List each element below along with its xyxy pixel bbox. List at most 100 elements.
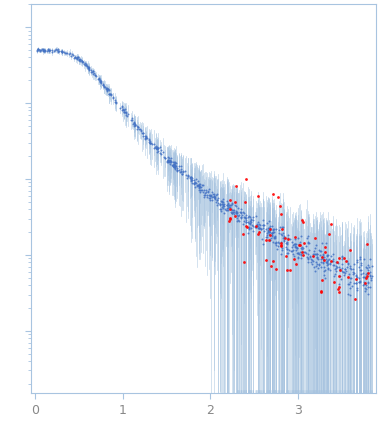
Point (129, 117, 135, 124)
Point (295, 249, 301, 256)
Point (40, 45, 46, 52)
Point (213, 198, 219, 205)
Point (253, 222, 260, 229)
Point (269, 229, 275, 236)
Point (180, 169, 187, 176)
Point (255, 192, 261, 199)
Point (271, 234, 277, 241)
Point (218, 197, 224, 204)
Point (270, 227, 276, 234)
Point (266, 230, 272, 237)
Point (360, 281, 366, 288)
Point (314, 261, 320, 268)
Point (62, 49, 68, 56)
Point (295, 250, 301, 257)
Point (296, 250, 302, 257)
Point (188, 173, 194, 180)
Point (232, 198, 238, 205)
Point (47, 47, 53, 54)
Point (132, 121, 138, 128)
Point (201, 194, 207, 201)
Point (269, 229, 275, 236)
Point (149, 141, 155, 148)
Point (188, 173, 194, 180)
Point (295, 253, 301, 260)
Point (305, 239, 311, 246)
Point (174, 160, 180, 166)
Point (316, 248, 323, 255)
Point (41, 47, 47, 54)
Point (273, 238, 279, 245)
Point (146, 137, 152, 144)
Point (268, 262, 274, 269)
Point (311, 247, 317, 254)
Point (218, 198, 225, 205)
Point (170, 163, 176, 170)
Point (122, 106, 128, 113)
Point (334, 264, 340, 271)
Point (229, 209, 235, 216)
Point (196, 183, 202, 190)
Point (102, 83, 108, 90)
Point (276, 203, 283, 210)
Point (155, 144, 161, 151)
Point (365, 290, 371, 297)
Point (104, 86, 110, 93)
Point (276, 239, 282, 246)
Point (202, 186, 209, 193)
Point (268, 229, 275, 236)
Point (220, 198, 226, 205)
Point (270, 191, 276, 198)
Point (322, 267, 328, 274)
Point (256, 224, 262, 231)
Point (70, 51, 76, 58)
Point (184, 174, 190, 181)
Point (313, 251, 319, 258)
Point (283, 249, 290, 256)
Point (213, 191, 219, 198)
Point (172, 164, 178, 171)
Point (362, 275, 369, 282)
Point (135, 124, 141, 131)
Point (367, 284, 373, 291)
Point (308, 258, 314, 265)
Point (185, 171, 191, 178)
Point (339, 264, 345, 271)
Point (79, 58, 86, 65)
Point (301, 249, 307, 256)
Point (325, 252, 331, 259)
Point (346, 279, 353, 286)
Point (121, 106, 127, 113)
Point (325, 261, 331, 268)
Point (154, 146, 161, 153)
Point (124, 112, 131, 119)
Point (129, 115, 135, 122)
Point (245, 230, 251, 237)
Point (232, 212, 238, 219)
Point (329, 262, 336, 269)
Point (106, 90, 112, 97)
Point (303, 243, 309, 250)
Point (101, 83, 107, 90)
Point (158, 150, 164, 157)
Point (276, 229, 282, 236)
Point (119, 102, 126, 109)
Point (358, 261, 364, 268)
Point (54, 46, 60, 53)
Point (218, 205, 224, 212)
Point (123, 111, 129, 118)
Point (231, 206, 237, 213)
Point (103, 85, 109, 92)
Point (308, 255, 314, 262)
Point (167, 156, 173, 163)
Point (342, 265, 348, 272)
Point (289, 239, 295, 246)
Point (352, 296, 358, 303)
Point (305, 256, 311, 263)
Point (365, 279, 371, 286)
Point (283, 243, 289, 250)
Point (324, 260, 330, 267)
Point (354, 273, 360, 280)
Point (35, 46, 41, 53)
Point (298, 245, 304, 252)
